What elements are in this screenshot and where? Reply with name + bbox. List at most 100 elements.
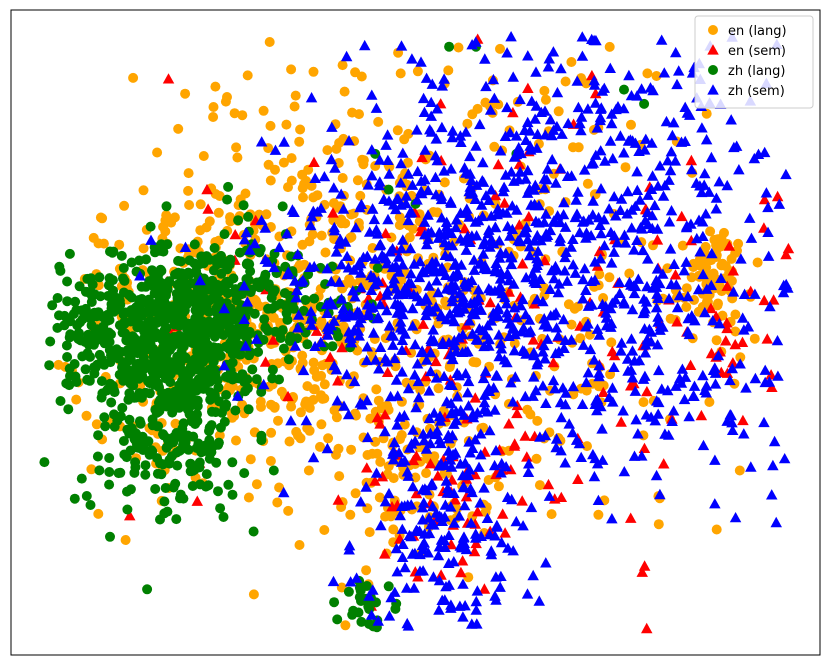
data-point <box>391 419 403 430</box>
data-point <box>524 140 536 151</box>
data-point <box>435 457 447 469</box>
data-point <box>658 458 670 469</box>
data-point <box>505 377 517 388</box>
data-point <box>264 37 275 47</box>
data-point <box>710 192 723 203</box>
data-point <box>500 461 512 472</box>
legend-entries: en (lang) en (sem) zh (lang) zh (sem) <box>707 24 787 99</box>
data-point <box>621 353 634 364</box>
data-point <box>553 278 565 289</box>
data-point <box>479 365 492 377</box>
data-point <box>290 90 301 101</box>
data-point <box>288 206 300 217</box>
data-point <box>294 540 305 550</box>
data-point <box>515 300 527 311</box>
data-point <box>709 378 722 389</box>
data-point <box>700 208 712 219</box>
data-point <box>395 177 407 188</box>
data-point <box>292 248 304 259</box>
data-point <box>335 293 348 304</box>
data-point <box>68 309 79 319</box>
data-point <box>489 265 502 277</box>
data-point <box>622 135 635 146</box>
data-point <box>469 434 481 445</box>
data-point <box>227 489 238 500</box>
data-point <box>309 172 321 183</box>
data-point <box>387 339 399 350</box>
data-point <box>425 110 437 121</box>
data-point <box>396 366 408 377</box>
data-point <box>615 345 627 356</box>
data-point <box>450 214 463 225</box>
data-point <box>721 179 733 191</box>
data-point <box>501 491 514 502</box>
data-point <box>394 509 406 521</box>
data-point <box>554 236 566 247</box>
legend-marker-en-lang <box>708 25 718 35</box>
data-point <box>419 144 431 155</box>
data-point <box>160 483 171 493</box>
data-point <box>560 246 572 257</box>
data-point <box>490 571 502 582</box>
data-point <box>361 250 374 261</box>
data-point <box>696 122 708 133</box>
data-point <box>309 384 319 395</box>
data-point <box>651 234 664 245</box>
data-point <box>416 539 429 550</box>
data-point <box>678 265 690 276</box>
data-point <box>642 68 653 79</box>
data-point <box>767 459 779 471</box>
data-point <box>168 482 179 493</box>
data-point <box>553 106 564 117</box>
data-point <box>458 162 471 173</box>
data-point <box>374 341 387 352</box>
data-point <box>418 216 431 227</box>
data-point <box>682 290 694 302</box>
data-point <box>342 408 355 420</box>
data-point <box>508 278 520 289</box>
data-point <box>76 473 87 484</box>
data-point <box>415 384 426 395</box>
data-point <box>631 184 644 195</box>
data-point <box>427 324 439 335</box>
data-point <box>151 298 161 309</box>
data-point <box>77 351 88 362</box>
data-point <box>485 210 497 221</box>
data-point <box>420 292 432 303</box>
data-point <box>162 367 173 378</box>
data-point <box>524 125 536 136</box>
data-point <box>553 345 565 357</box>
data-point <box>381 129 394 140</box>
data-point <box>544 114 557 125</box>
data-point <box>258 378 270 390</box>
data-point <box>455 136 467 147</box>
data-point <box>518 345 530 356</box>
data-point <box>392 307 404 318</box>
data-point <box>503 330 515 341</box>
data-point <box>716 233 727 244</box>
data-point <box>265 456 276 466</box>
data-point <box>652 292 664 303</box>
data-point <box>684 109 696 120</box>
data-point <box>114 239 125 250</box>
data-point <box>420 443 433 454</box>
data-point <box>251 479 262 490</box>
data-point <box>463 572 474 583</box>
data-point <box>420 72 433 83</box>
data-point <box>188 431 199 442</box>
data-point <box>637 373 650 384</box>
data-point <box>93 307 104 318</box>
data-point <box>366 170 378 181</box>
data-point <box>256 435 267 446</box>
data-point <box>628 450 641 461</box>
data-point <box>578 164 591 175</box>
data-point <box>416 151 428 163</box>
data-point <box>282 390 294 402</box>
data-point <box>391 566 403 577</box>
data-point <box>238 280 250 291</box>
data-point <box>344 576 357 587</box>
data-point <box>766 489 778 500</box>
data-point <box>424 347 437 358</box>
data-point <box>716 241 727 252</box>
data-point <box>547 356 560 368</box>
